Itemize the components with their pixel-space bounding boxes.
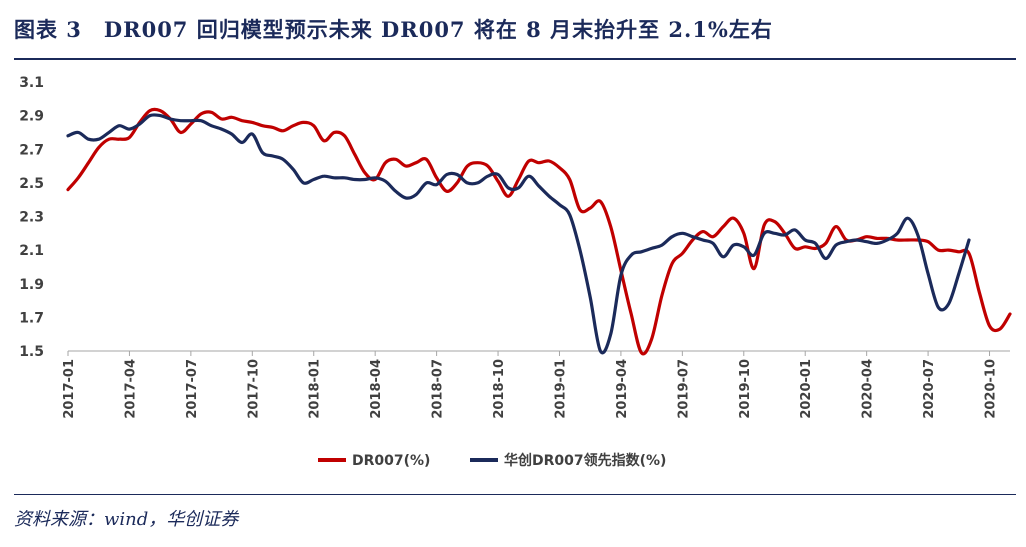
- y-tick-label: 3.1: [19, 75, 44, 91]
- x-tick-label: 2018-07: [431, 359, 446, 419]
- chart-title: 图表 3 DR007 回归模型预示未来 DR007 将在 8 月末抬升至 2.1…: [14, 17, 773, 42]
- y-tick-label: 2.1: [19, 243, 44, 259]
- x-tick-label: 2017-04: [123, 359, 138, 419]
- y-tick-label: 2.9: [19, 109, 44, 125]
- series-line-dr007: [66, 107, 1012, 356]
- y-tick-label: 2.7: [19, 142, 44, 158]
- y-tick-label: 1.9: [19, 277, 44, 293]
- title-divider: [14, 58, 1016, 60]
- source-note: 资料来源：wind，华创证券: [14, 509, 239, 530]
- y-tick-label: 1.7: [19, 310, 44, 326]
- x-tick-label: 2017-01: [62, 359, 77, 419]
- x-tick-label: 2017-07: [185, 359, 200, 419]
- footer-divider: [14, 494, 1016, 495]
- legend: DR007(%) 华创DR007领先指数(%): [318, 452, 666, 469]
- x-tick-label: 2018-04: [369, 359, 384, 419]
- x-tick-label: 2019-04: [615, 359, 630, 419]
- legend-label-leading-index: 华创DR007领先指数(%): [504, 452, 666, 469]
- x-tick-label: 2020-04: [861, 359, 876, 419]
- line-chart: 3.12.92.72.52.32.11.91.71.5 2017-01 2017-…: [19, 75, 1012, 469]
- x-tick-label: 2019-07: [676, 359, 691, 419]
- legend-label-dr007: DR007(%): [352, 453, 430, 469]
- y-tick-label: 2.3: [19, 210, 44, 226]
- series-layer: [66, 107, 1012, 356]
- x-axis: 2017-01 2017-04 2017-07 2017-10 2018-01 2018-…: [62, 350, 1010, 419]
- x-tick-label: 2020-10: [984, 359, 999, 419]
- x-tick-label: 2020-07: [922, 359, 937, 419]
- x-tick-label: 2018-10: [492, 359, 507, 419]
- x-tick-label: 2020-01: [799, 359, 814, 419]
- y-tick-label: 2.5: [19, 176, 44, 192]
- y-axis: 3.1 2.9 2.7 2.5 2.3 2.1 1.9 1.7 1.5: [19, 75, 44, 360]
- series-line-leading-index: [66, 113, 971, 355]
- x-tick-label: 2017-10: [246, 359, 261, 419]
- x-tick-label: 2019-01: [553, 359, 568, 419]
- y-tick-label: 1.5: [19, 344, 44, 360]
- x-tick-label: 2019-10: [738, 359, 753, 419]
- x-tick-label: 2018-01: [308, 359, 323, 419]
